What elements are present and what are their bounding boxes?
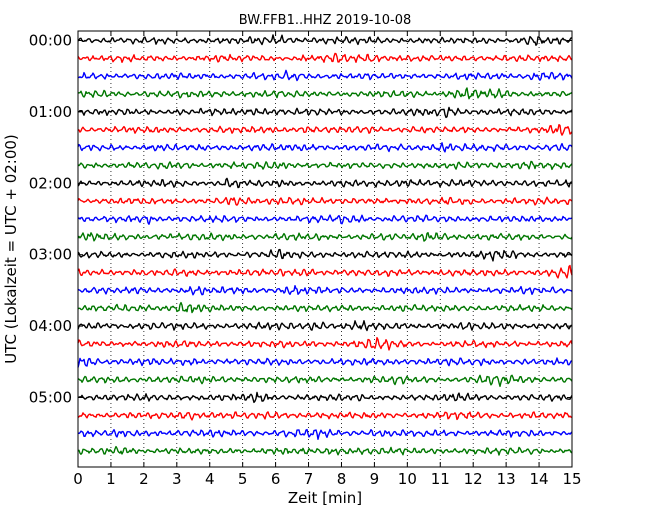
trace-21 [78,391,573,404]
trace-4 [77,87,573,100]
trace-20 [77,374,573,388]
trace-22 [77,411,573,421]
plot-frame [77,30,573,468]
trace-8 [77,160,573,171]
x-tick-label-1: 1 [106,470,116,488]
y-tick-label-3: 03:00 [29,246,72,264]
chart-title: BW.FFB1..HHZ 2019-10-08 [239,13,412,28]
x-tick-label-0: 0 [73,470,83,488]
trace-7 [77,142,573,153]
x-tick-label-13: 13 [497,470,516,488]
x-tick-label-15: 15 [562,470,581,488]
y-tick-label-1: 01:00 [29,103,72,121]
y-tick-labels: 00:00 01:00 02:00 03:00 04:00 05:00 [29,32,72,407]
trace-3 [77,69,573,82]
x-tick-label-14: 14 [530,470,549,488]
x-tick-label-5: 5 [238,470,248,488]
trace-17 [77,320,573,332]
trace-1 [77,34,573,46]
trace-19 [77,357,573,368]
x-tick-label-2: 2 [139,470,149,488]
y-tick-label-5: 05:00 [29,389,72,407]
trace-6 [77,124,573,136]
trace-18 [77,336,573,351]
y-tick-label-0: 00:00 [29,32,72,50]
seismic-traces [77,34,573,456]
x-axis-label: Zeit [min] [288,489,362,507]
trace-2 [77,52,573,63]
y-tick-label-2: 02:00 [29,174,72,192]
x-tick-label-7: 7 [304,470,314,488]
trace-15 [77,285,573,296]
trace-12 [77,232,573,242]
trace-14 [77,264,573,279]
trace-5 [77,106,573,119]
trace-13 [77,248,573,262]
trace-23 [77,428,573,440]
x-tick-labels: 0 1 2 3 4 5 6 7 8 9 10 11 12 13 14 15 [73,470,581,488]
x-tick-label-4: 4 [205,470,215,488]
x-tick-label-9: 9 [370,470,380,488]
trace-11 [77,214,573,225]
y-tick-label-4: 04:00 [29,317,72,335]
x-tick-label-8: 8 [337,470,347,488]
x-tick-label-11: 11 [431,470,450,488]
x-tick-label-12: 12 [464,470,483,488]
trace-9 [77,177,573,189]
x-tick-label-6: 6 [271,470,281,488]
x-tick-label-10: 10 [398,470,417,488]
axis-ticks [77,31,573,467]
trace-16 [77,301,573,314]
trace-10 [77,196,573,206]
y-axis-label: UTC (Lokalzeit = UTC + 02:00) [2,134,20,364]
x-tick-label-3: 3 [172,470,182,488]
trace-24 [77,445,573,456]
grid-lines [110,31,540,467]
